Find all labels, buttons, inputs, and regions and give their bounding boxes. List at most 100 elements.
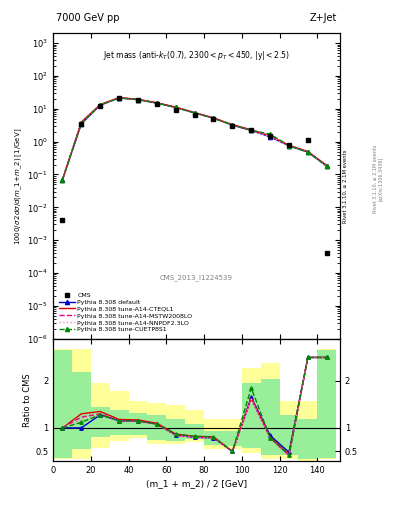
Pythia 8.308 tune-A14-CTEQL1 bbox=[173, 104, 178, 110]
Pythia 8.308 tune-CUETP8S1 bbox=[211, 115, 216, 121]
Pythia 8.308 tune-A14-CTEQL1 bbox=[268, 133, 272, 139]
Pythia 8.308 tune-A14-MSTW2008LO bbox=[249, 127, 253, 133]
Pythia 8.308 tune-A14-MSTW2008LO bbox=[60, 177, 65, 183]
Text: [arXiv:1306.3436]: [arXiv:1306.3436] bbox=[378, 157, 383, 201]
Pythia 8.308 default bbox=[268, 134, 272, 140]
CMS bbox=[79, 121, 84, 127]
CMS bbox=[154, 100, 159, 106]
Pythia 8.308 tune-A14-NNPDF2.3LO bbox=[286, 143, 291, 149]
CMS bbox=[305, 137, 310, 143]
CMS bbox=[268, 133, 272, 139]
Pythia 8.308 tune-CUETP8S1 bbox=[136, 97, 140, 103]
Line: Pythia 8.308 tune-A14-NNPDF2.3LO: Pythia 8.308 tune-A14-NNPDF2.3LO bbox=[62, 98, 327, 180]
Pythia 8.308 tune-A14-NNPDF2.3LO bbox=[173, 104, 178, 111]
Pythia 8.308 tune-A14-MSTW2008LO bbox=[211, 115, 216, 121]
Pythia 8.308 tune-A14-CTEQL1 bbox=[192, 110, 197, 116]
Pythia 8.308 tune-CUETP8S1 bbox=[154, 100, 159, 106]
Pythia 8.308 tune-A14-CTEQL1 bbox=[98, 101, 103, 108]
Pythia 8.308 tune-A14-CTEQL1 bbox=[79, 119, 84, 125]
Pythia 8.308 default bbox=[98, 102, 103, 108]
Pythia 8.308 tune-CUETP8S1 bbox=[79, 120, 84, 126]
CMS bbox=[117, 95, 121, 101]
Pythia 8.308 tune-A14-CTEQL1 bbox=[305, 148, 310, 155]
Pythia 8.308 tune-A14-NNPDF2.3LO bbox=[230, 122, 235, 128]
Pythia 8.308 tune-A14-MSTW2008LO bbox=[154, 100, 159, 106]
Line: Pythia 8.308 tune-CUETP8S1: Pythia 8.308 tune-CUETP8S1 bbox=[61, 96, 329, 182]
Pythia 8.308 tune-A14-NNPDF2.3LO bbox=[98, 102, 103, 108]
Pythia 8.308 default bbox=[154, 100, 159, 106]
Pythia 8.308 tune-A14-NNPDF2.3LO bbox=[268, 134, 272, 140]
CMS bbox=[249, 126, 253, 133]
Pythia 8.308 default bbox=[230, 122, 235, 128]
Pythia 8.308 tune-A14-NNPDF2.3LO bbox=[324, 163, 329, 169]
Pythia 8.308 default bbox=[305, 149, 310, 155]
Pythia 8.308 tune-A14-MSTW2008LO bbox=[268, 133, 272, 139]
Pythia 8.308 tune-A14-CTEQL1 bbox=[154, 100, 159, 106]
Pythia 8.308 tune-CUETP8S1 bbox=[173, 104, 178, 111]
Pythia 8.308 tune-A14-CTEQL1 bbox=[117, 95, 121, 101]
Pythia 8.308 tune-CUETP8S1 bbox=[324, 163, 329, 169]
CMS bbox=[211, 116, 216, 122]
Pythia 8.308 tune-A14-NNPDF2.3LO bbox=[305, 149, 310, 155]
Pythia 8.308 default bbox=[211, 115, 216, 121]
Pythia 8.308 default bbox=[286, 143, 291, 149]
Pythia 8.308 tune-CUETP8S1 bbox=[249, 127, 253, 134]
Pythia 8.308 tune-CUETP8S1 bbox=[192, 110, 197, 116]
Pythia 8.308 tune-A14-NNPDF2.3LO bbox=[117, 95, 121, 101]
Text: Rivet 3.1.10, ≥ 2.1M events: Rivet 3.1.10, ≥ 2.1M events bbox=[373, 145, 378, 214]
Pythia 8.308 tune-A14-CTEQL1 bbox=[230, 121, 235, 127]
Pythia 8.308 tune-A14-NNPDF2.3LO bbox=[211, 115, 216, 121]
Pythia 8.308 tune-A14-CTEQL1 bbox=[324, 162, 329, 168]
Pythia 8.308 tune-CUETP8S1 bbox=[117, 95, 121, 101]
Pythia 8.308 default bbox=[324, 163, 329, 169]
Pythia 8.308 tune-A14-MSTW2008LO bbox=[79, 119, 84, 125]
Pythia 8.308 tune-CUETP8S1 bbox=[268, 131, 272, 137]
CMS bbox=[192, 112, 197, 118]
Pythia 8.308 default bbox=[249, 127, 253, 134]
Pythia 8.308 default bbox=[136, 97, 140, 103]
Pythia 8.308 tune-CUETP8S1 bbox=[286, 143, 291, 149]
Pythia 8.308 default bbox=[173, 104, 178, 111]
Pythia 8.308 tune-A14-MSTW2008LO bbox=[230, 122, 235, 128]
Pythia 8.308 tune-A14-NNPDF2.3LO bbox=[79, 120, 84, 126]
CMS bbox=[60, 217, 65, 223]
Pythia 8.308 tune-CUETP8S1 bbox=[305, 149, 310, 155]
CMS bbox=[136, 97, 140, 103]
Pythia 8.308 tune-A14-MSTW2008LO bbox=[117, 95, 121, 101]
CMS bbox=[98, 103, 103, 109]
Pythia 8.308 tune-A14-MSTW2008LO bbox=[173, 104, 178, 111]
Line: CMS: CMS bbox=[60, 95, 329, 255]
Text: Jet mass (anti-$k_T$(0.7), 2300$<p_T<$450, |y|$<$2.5): Jet mass (anti-$k_T$(0.7), 2300$<p_T<$45… bbox=[103, 49, 290, 61]
Pythia 8.308 tune-A14-CTEQL1 bbox=[60, 177, 65, 183]
CMS bbox=[230, 123, 235, 129]
Line: Pythia 8.308 tune-A14-MSTW2008LO: Pythia 8.308 tune-A14-MSTW2008LO bbox=[62, 98, 327, 180]
CMS bbox=[286, 142, 291, 148]
Pythia 8.308 tune-A14-CTEQL1 bbox=[211, 115, 216, 121]
Y-axis label: Rivet 3.1.10, ≥ 2.1M events: Rivet 3.1.10, ≥ 2.1M events bbox=[343, 149, 348, 223]
Line: Pythia 8.308 tune-A14-CTEQL1: Pythia 8.308 tune-A14-CTEQL1 bbox=[62, 98, 327, 180]
Pythia 8.308 tune-A14-MSTW2008LO bbox=[286, 142, 291, 148]
Text: Z+Jet: Z+Jet bbox=[310, 13, 337, 23]
Text: mcplots.cern.ch: mcplots.cern.ch bbox=[373, 160, 378, 199]
Pythia 8.308 tune-A14-MSTW2008LO bbox=[192, 110, 197, 116]
Pythia 8.308 tune-A14-MSTW2008LO bbox=[98, 102, 103, 108]
Pythia 8.308 tune-A14-CTEQL1 bbox=[286, 142, 291, 148]
Pythia 8.308 tune-A14-CTEQL1 bbox=[136, 96, 140, 102]
Line: Pythia 8.308 default: Pythia 8.308 default bbox=[61, 96, 329, 182]
Pythia 8.308 default bbox=[79, 121, 84, 127]
Pythia 8.308 tune-A14-MSTW2008LO bbox=[305, 149, 310, 155]
Pythia 8.308 tune-CUETP8S1 bbox=[98, 102, 103, 108]
Pythia 8.308 tune-A14-NNPDF2.3LO bbox=[136, 97, 140, 103]
CMS bbox=[173, 106, 178, 113]
Pythia 8.308 tune-CUETP8S1 bbox=[60, 177, 65, 183]
Pythia 8.308 tune-CUETP8S1 bbox=[230, 122, 235, 128]
Y-axis label: Ratio to CMS: Ratio to CMS bbox=[23, 373, 32, 426]
Legend: CMS, Pythia 8.308 default, Pythia 8.308 tune-A14-CTEQL1, Pythia 8.308 tune-A14-M: CMS, Pythia 8.308 default, Pythia 8.308 … bbox=[59, 292, 192, 332]
Y-axis label: $1000/\sigma\,2d\sigma/d(m\_1{+}m\_2)$ [1/GeV]: $1000/\sigma\,2d\sigma/d(m\_1{+}m\_2)$ [… bbox=[14, 127, 24, 245]
Pythia 8.308 default bbox=[60, 177, 65, 183]
Pythia 8.308 tune-A14-NNPDF2.3LO bbox=[192, 110, 197, 116]
Pythia 8.308 default bbox=[192, 110, 197, 116]
Text: 7000 GeV pp: 7000 GeV pp bbox=[56, 13, 119, 23]
Pythia 8.308 tune-A14-NNPDF2.3LO bbox=[154, 100, 159, 106]
Pythia 8.308 tune-A14-NNPDF2.3LO bbox=[249, 127, 253, 134]
